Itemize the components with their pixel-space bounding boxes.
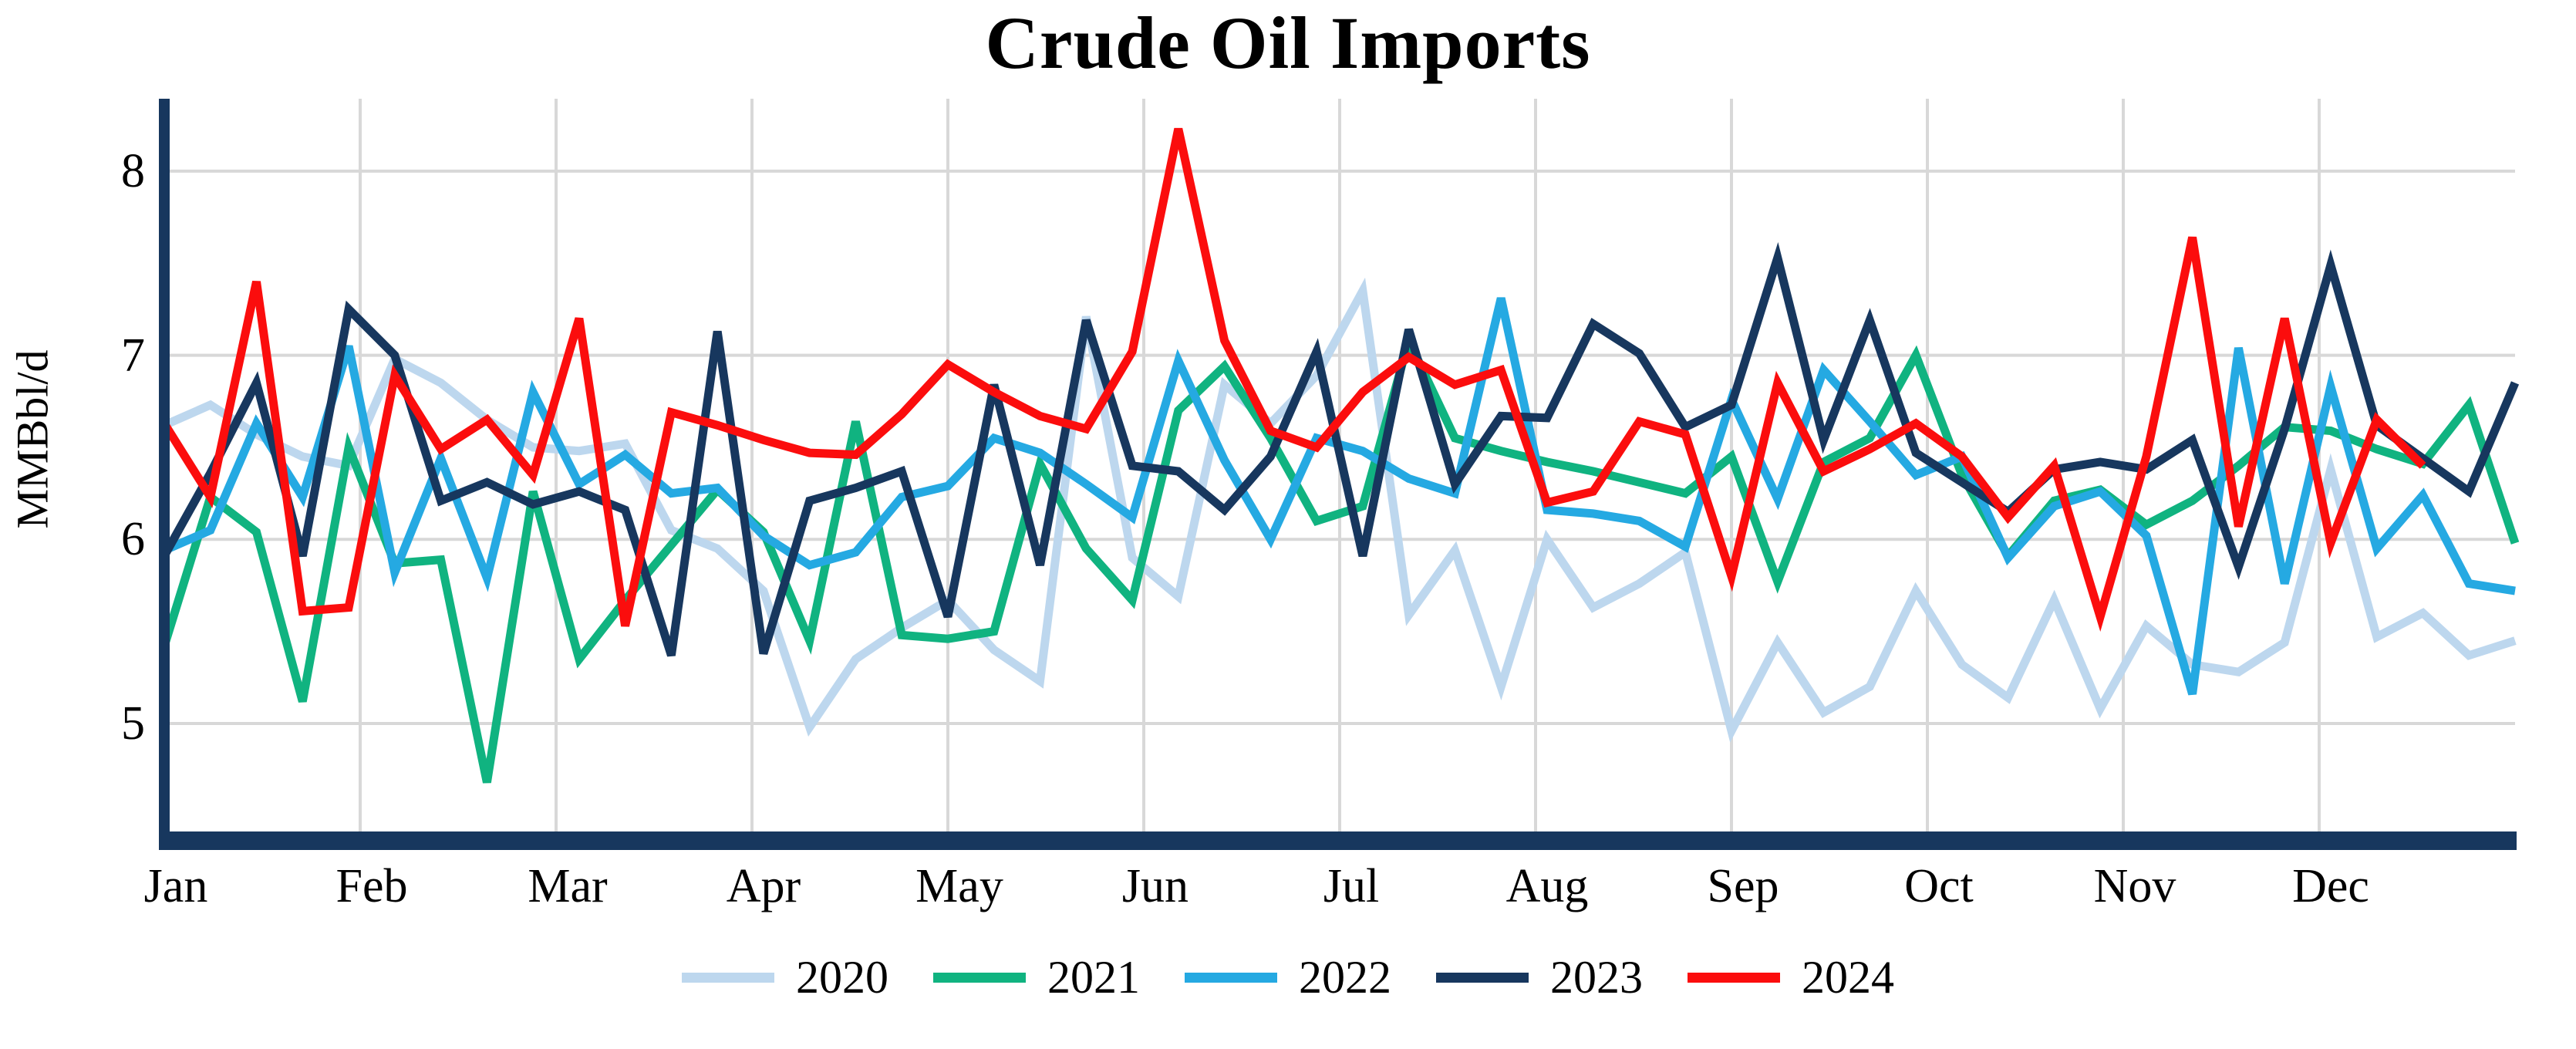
- x-month-label-jul: Jul: [1323, 860, 1380, 912]
- series-line-2021: [160, 328, 2520, 784]
- x-month-label-jan: Jan: [143, 860, 208, 912]
- x-month-label-oct: Oct: [1904, 860, 1974, 912]
- legend: 2020 2021 2022 2023 2024: [0, 950, 2576, 1004]
- x-month-label-may: May: [915, 860, 1003, 912]
- legend-item-2024: 2024: [1688, 950, 1894, 1004]
- x-month-label-jun: Jun: [1121, 860, 1189, 912]
- legend-label-2021: 2021: [1047, 952, 1140, 1003]
- legend-swatch-2022: [1185, 972, 1277, 983]
- legend-label-2022: 2022: [1299, 952, 1391, 1003]
- legend-swatch-2024: [1688, 972, 1780, 983]
- series-line-2023: [160, 241, 2520, 657]
- chart-title: Crude Oil Imports: [985, 2, 1591, 84]
- legend-item-2023: 2023: [1436, 950, 1643, 1004]
- x-month-label-sep: Sep: [1707, 860, 1779, 912]
- legend-swatch-2023: [1436, 972, 1529, 983]
- y-tick-label-5: 5: [121, 697, 145, 750]
- series-line-2020: [162, 277, 2517, 743]
- y-tick-label-8: 8: [121, 144, 145, 197]
- legend-label-2023: 2023: [1550, 952, 1643, 1003]
- x-month-label-apr: Apr: [726, 860, 801, 912]
- legend-swatch-2021: [933, 972, 1026, 983]
- y-tick-label-7: 7: [121, 329, 145, 382]
- x-month-label-nov: Nov: [2093, 860, 2176, 912]
- legend-label-2024: 2024: [1802, 952, 1894, 1003]
- legend-item-2022: 2022: [1185, 950, 1391, 1004]
- x-month-label-feb: Feb: [335, 860, 408, 912]
- x-month-label-dec: Dec: [2292, 860, 2369, 912]
- x-month-label-mar: Mar: [528, 860, 608, 912]
- legend-item-2021: 2021: [933, 950, 1140, 1004]
- legend-label-2020: 2020: [796, 952, 888, 1003]
- x-month-label-aug: Aug: [1505, 860, 1589, 912]
- y-axis-label: MMBbl/d: [7, 349, 58, 529]
- legend-swatch-2020: [682, 972, 774, 983]
- series-line-2024: [160, 127, 2426, 632]
- y-axis-spine: [159, 99, 170, 850]
- legend-item-2020: 2020: [682, 950, 888, 1004]
- y-tick-label-6: 6: [121, 513, 145, 566]
- x-axis-spine: [159, 831, 2517, 850]
